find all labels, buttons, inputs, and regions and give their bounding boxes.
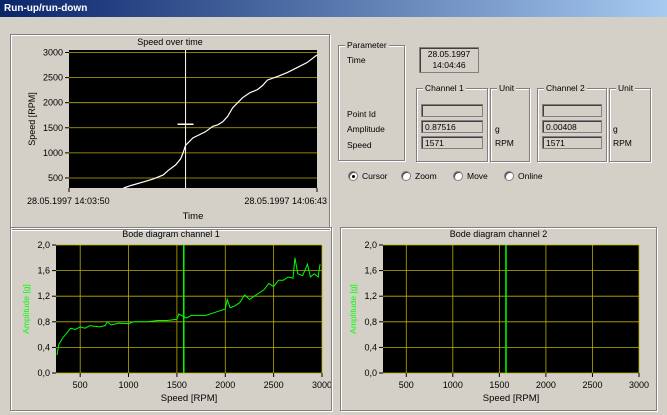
time-date: 28.05.1997 [427,49,471,59]
bode1-xtick-label-0: 500 [73,380,88,390]
parameter-group: Parameter [338,40,405,161]
radio-zoom-dot[interactable] [401,171,411,181]
bode2-chart[interactable]: 0,0 0,4 0,8 1,2 1,6 2,0 500 1000 1500 2000 2500 300… [341,228,656,410]
amplitude-label: Amplitude [347,124,385,134]
radio-online-label: Online [518,171,543,181]
ch2-amplitude-field: 0.00408 [542,120,602,133]
bode1-title: Bode diagram channel 1 [122,229,220,239]
bode1-xtick-label-5: 3000 [312,380,331,390]
speed-xtick-label-end: 28.05.1997 14:06:43 [244,196,327,206]
speed-ytick-label-5: 3000 [43,48,63,58]
channel2-group: Channel 2 [537,83,607,162]
bode2-ytick-label-3: 1,2 [364,291,377,301]
speed-panel: Speed over time 500 1000 1500 2000 2500 3000 2… [10,34,330,230]
unit1-title: Unit [497,83,517,93]
channel2-title: Channel 2 [544,83,587,93]
channel1-group: Channel 1 [416,83,488,162]
unit2-group: Unit [609,83,651,162]
bode1-panel: Bode diagram channel 1 0,0 0,4 0,8 1,2 1,6 2,… [10,227,332,411]
bode1-plot-area [56,245,322,373]
speed-series-line [123,54,318,189]
speed-xtick-label-start: 28.05.1997 14:03:50 [27,196,110,206]
ch2-speed-unit: RPM [613,138,632,148]
bode1-xtick-label-3: 2000 [215,380,235,390]
speed-ytick-label-1: 1000 [43,148,63,158]
bode1-ytick-label-1: 0,4 [37,342,50,352]
bode1-xtick-label-4: 2500 [264,380,284,390]
radio-cursor-label: Cursor [362,171,388,181]
bode1-xtick-label-1: 1000 [119,380,139,390]
speed-ytick-label-2: 1500 [43,123,63,133]
bode2-xtick-label-1: 1000 [443,380,463,390]
channel1-title: Channel 1 [423,83,466,93]
unit2-title: Unit [616,83,636,93]
bode2-ytick-label-0: 0,0 [364,368,377,378]
main-window: Speed over time 500 1000 1500 2000 2500 3000 2… [0,17,667,415]
radio-move-label: Move [467,171,488,181]
speed-plot-area [69,50,317,188]
ch1-point-id-field [421,104,483,117]
bode1-xtick-label-2: 1500 [167,380,187,390]
bode2-xaxis-label: Speed [RPM] [483,393,540,404]
ch1-speed-unit: RPM [495,138,514,148]
bode2-ytick-label-5: 2,0 [364,240,377,250]
speed-chart-title: Speed over time [137,37,203,47]
bode2-xtick-label-2: 1500 [489,380,509,390]
bode1-yaxis-label: Amplitude [g] [21,284,31,334]
radio-cursor-dot[interactable] [348,171,358,181]
ch1-speed-field: 1571 [421,136,483,149]
radio-cursor[interactable]: Cursor [348,171,388,181]
ch1-amplitude-field: 0.87516 [421,120,483,133]
bode2-panel: Bode diagram channel 2 0,0 0,4 0,8 1,2 1,6 2,… [340,227,657,411]
point-id-label: Point Id [347,109,376,119]
speed-xaxis-label: Time [183,211,204,222]
bode2-title: Bode diagram channel 2 [449,229,548,239]
bode2-xtick-label-5: 3000 [629,380,649,390]
speed-ytick-label-4: 2500 [43,73,63,83]
bode1-ytick-label-4: 1,6 [37,266,50,276]
bode2-yaxis-label: Amplitude [g] [348,284,358,334]
ch2-speed-field: 1571 [542,136,602,149]
bode1-ytick-label-5: 2,0 [37,240,50,250]
bode1-series-line [56,257,321,356]
time-label: Time [347,55,366,65]
radio-zoom-label: Zoom [415,171,437,181]
bode1-ytick-label-3: 1,2 [37,291,50,301]
bode2-xtick-label-3: 2000 [536,380,556,390]
speed-ytick-label-3: 2000 [43,98,63,108]
window-title: Run-up/run-down [0,0,667,17]
unit1-group: Unit [490,83,530,162]
time-clock: 14:04:46 [432,60,466,70]
bode1-chart[interactable]: 0,0 0,4 0,8 1,2 1,6 2,0 500 1000 1500 2000 2500 300… [11,228,331,410]
speed-yaxis-label: Speed [RPM] [27,92,37,146]
bode1-ytick-label-2: 0,8 [37,317,50,327]
bode1-ytick-label-0: 0,0 [37,368,50,378]
bode2-xtick-label-0: 500 [399,380,414,390]
radio-move[interactable]: Move [453,171,488,181]
speed-chart[interactable]: 500 1000 1500 2000 2500 3000 28.05.1997 14:03:… [11,35,329,229]
radio-move-dot[interactable] [453,171,463,181]
bode2-ytick-label-4: 1,6 [364,266,377,276]
bode2-xtick-label-4: 2500 [582,380,602,390]
speed-label: Speed [347,140,372,150]
radio-online-dot[interactable] [504,171,514,181]
radio-online[interactable]: Online [504,171,543,181]
bode2-ytick-label-2: 0,8 [364,317,377,327]
bode2-ytick-label-1: 0,4 [364,342,377,352]
radio-zoom[interactable]: Zoom [401,171,437,181]
ch2-amp-unit: g [613,124,618,134]
bode2-plot-area [383,245,639,373]
bode1-xaxis-label: Speed [RPM] [161,393,218,404]
speed-ytick-label-0: 500 [48,173,63,183]
ch2-point-id-field [542,104,602,117]
ch1-amp-unit: g [495,124,500,134]
parameter-title: Parameter [345,40,389,50]
time-field: 28.05.1997 14:04:46 [419,47,479,73]
